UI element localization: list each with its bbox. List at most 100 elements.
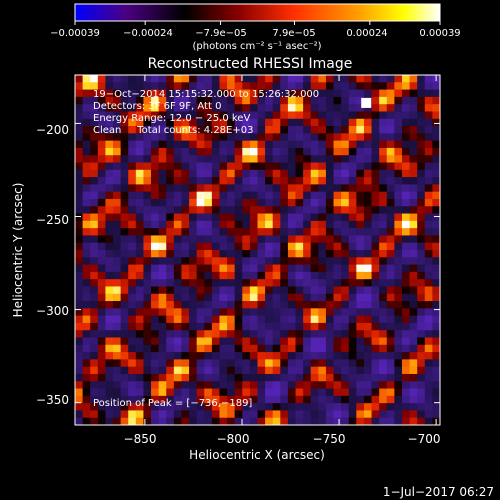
heatmap-cell [356,235,365,244]
heatmap-cell [97,395,106,404]
heatmap-cell [265,75,274,83]
heatmap-cell [90,279,99,287]
heatmap-cell [204,395,213,404]
heatmap-cell [394,191,403,200]
heatmap-cell [341,198,350,207]
heatmap-cell [386,118,395,127]
heatmap-cell [379,177,388,185]
heatmap-cell [173,337,182,346]
heatmap-cell [219,271,228,280]
heatmap-cell [310,191,319,200]
heatmap-cell [249,388,258,397]
heatmap-cell [204,322,213,331]
heatmap-cell [379,403,388,411]
heatmap-cell [242,147,251,156]
heatmap-cell [219,344,228,353]
heatmap-cell [135,257,144,265]
heatmap-cell [310,89,319,98]
heatmap-cell [113,359,122,368]
heatmap-cell [90,96,99,105]
heatmap-cell [356,126,365,134]
heatmap-cell [234,315,243,324]
heatmap-cell [204,337,213,346]
heatmap-cell [363,264,372,273]
heatmap-cell [75,381,83,389]
heatmap-cell [386,417,395,426]
heatmap-cell [196,111,205,120]
heatmap-cell [105,126,114,134]
heatmap-cell [318,111,327,120]
heatmap-cell [424,220,433,229]
heatmap-cell [227,403,236,411]
heatmap-cell [227,177,236,185]
heatmap-cell [113,250,122,258]
heatmap-cell [219,257,228,265]
heatmap-cell [181,162,190,171]
heatmap-cell [303,75,312,83]
heatmap-cell [310,126,319,134]
heatmap-cell [363,257,372,265]
heatmap-cell [409,191,418,200]
heatmap-cell [196,198,205,207]
heatmap-cell [417,213,426,222]
heatmap-cell [90,286,99,295]
heatmap-cell [189,286,198,295]
heatmap-cell [173,344,182,353]
heatmap-cell [196,366,205,375]
heatmap-cell [82,344,91,353]
heatmap-cell [242,352,251,360]
heatmap-cell [211,111,220,120]
heatmap-cell [143,344,152,353]
heatmap-cell [75,213,83,222]
heatmap-cell [173,206,182,214]
heatmap-cell [325,177,334,185]
heatmap-cell [417,118,426,127]
heatmap-cell [227,198,236,207]
heatmap-cell [234,118,243,127]
heatmap-cell [158,140,167,149]
heatmap-cell [151,359,160,368]
heatmap-cell [151,242,160,251]
heatmap-cell [196,155,205,163]
heatmap-cell [227,330,236,338]
heatmap-cell [348,213,357,222]
heatmap-cell [196,242,205,251]
heatmap-cell [371,126,380,134]
heatmap-cell [424,403,433,411]
heatmap-cell [371,147,380,156]
heatmap-cell [128,293,137,302]
heatmap-cell [401,96,410,105]
heatmap-cell [135,82,144,90]
heatmap-cell [234,417,243,426]
heatmap-cell [113,301,122,309]
heatmap-cell [394,373,403,382]
heatmap-cell [394,147,403,156]
heatmap-cell [379,250,388,258]
heatmap-cell [173,235,182,244]
heatmap-cell [166,330,175,338]
heatmap-cell [401,250,410,258]
heatmap-cell [120,279,129,287]
heatmap-cell [310,373,319,382]
heatmap-cell [143,257,152,265]
heatmap-cell [265,301,274,309]
heatmap-cell [379,213,388,222]
heatmap-cell [173,264,182,273]
heatmap-cell [409,206,418,214]
heatmap-cell [143,403,152,411]
heatmap-cell [401,301,410,309]
heatmap-cell [432,213,441,222]
heatmap-cell [265,293,274,302]
heatmap-cell [234,184,243,193]
heatmap-cell [394,198,403,207]
heatmap-cell [417,388,426,397]
heatmap-cell [417,140,426,149]
heatmap-cell [318,330,327,338]
heatmap-cell [135,140,144,149]
heatmap-cell [227,235,236,244]
heatmap-cell [196,286,205,295]
heatmap-cell [75,118,83,127]
heatmap-cell [295,104,304,112]
heatmap-cell [82,235,91,244]
heatmap-cell [295,111,304,120]
